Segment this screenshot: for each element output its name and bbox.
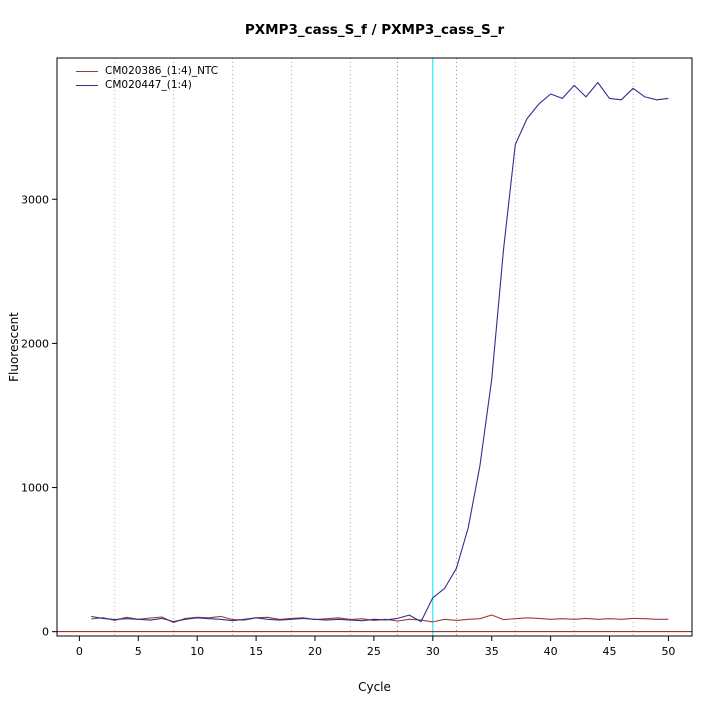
y-tick-label: 2000 (21, 337, 49, 350)
x-tick-label: 45 (603, 645, 617, 658)
x-tick-label: 5 (135, 645, 142, 658)
legend-item: CM020386_(1:4)_NTC (76, 64, 218, 78)
y-tick-label: 0 (42, 626, 49, 639)
series-line-1 (91, 81, 669, 623)
legend-line-sample-ntc (76, 70, 98, 72)
y-tick-label: 1000 (21, 482, 49, 495)
legend: CM020386_(1:4)_NTC CM020447_(1:4) (76, 64, 218, 92)
x-axis-label: Cycle (358, 680, 391, 694)
legend-label-ntc: CM020386_(1:4)_NTC (105, 65, 219, 77)
series-line-0 (91, 614, 669, 624)
chart-title: PXMP3_cass_S_f / PXMP3_cass_S_r (244, 22, 505, 38)
plot-box (56, 57, 693, 637)
x-tick-label: 30 (426, 645, 440, 658)
y-tick-label: 3000 (21, 193, 49, 206)
x-tick-label: 15 (249, 645, 263, 658)
x-tick-label: 0 (76, 645, 83, 658)
x-tick-label: 25 (367, 645, 381, 658)
legend-item: CM020447_(1:4) (76, 78, 218, 92)
x-tick-label: 10 (190, 645, 204, 658)
x-tick-label: 20 (308, 645, 322, 658)
x-tick-label: 35 (485, 645, 499, 658)
legend-line-sample-sample (76, 84, 98, 86)
x-tick-label: 50 (661, 645, 675, 658)
x-tick-label: 40 (544, 645, 558, 658)
legend-label-sample: CM020447_(1:4) (105, 79, 192, 91)
